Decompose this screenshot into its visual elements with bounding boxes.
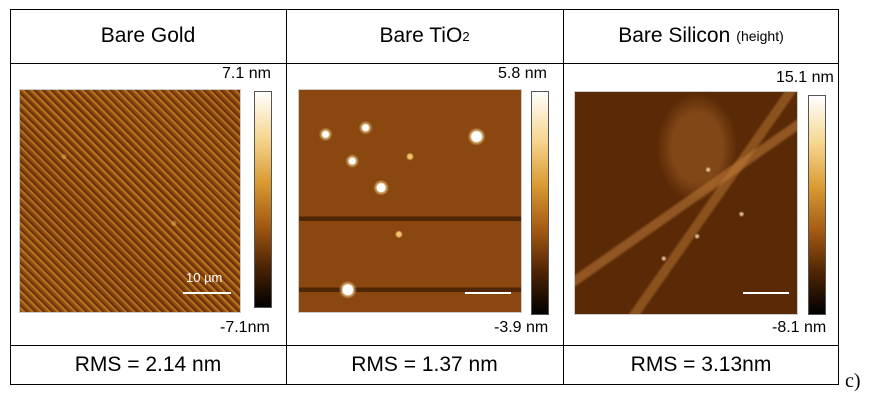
scale-bar-label: 10 µm (186, 270, 223, 285)
rms-silicon: RMS = 3.13nm (630, 353, 772, 376)
rms-tio2: RMS = 1.37 nm (351, 353, 498, 376)
header-silicon: Bare Silicon (height) (563, 9, 839, 63)
tio2-afm-image (298, 89, 522, 313)
header-tio2-subscript: 2 (462, 28, 470, 44)
gold-min-label: -7.1nm (220, 319, 270, 336)
rms-gold: RMS = 2.14 nm (74, 353, 222, 376)
tio2-max-label: 5.8 nm (498, 65, 547, 82)
gold-max-label: 7.1 nm (222, 65, 271, 82)
scale-bar (465, 292, 511, 294)
tio2-colorbar (531, 91, 549, 315)
header-divider (10, 63, 839, 64)
gold-afm-image: 10 µm (19, 89, 241, 313)
scale-bar (743, 292, 789, 294)
figure-table: Bare Gold Bare TiO 2 Bare Silicon (height)… (10, 9, 839, 385)
header-silicon-note: (height) (736, 28, 784, 44)
gold-colorbar (254, 91, 272, 308)
header-tio2: Bare TiO 2 (286, 9, 563, 63)
header-tio2-title: Bare TiO (379, 24, 463, 47)
silicon-min-label: -8.1 nm (772, 319, 827, 336)
header-gold-title: Bare Gold (100, 24, 196, 47)
header-gold: Bare Gold (10, 9, 286, 63)
column-divider (563, 9, 564, 385)
panel-label: c) (845, 370, 861, 392)
silicon-colorbar (808, 95, 826, 315)
header-silicon-title: Bare Silicon (618, 24, 731, 47)
silicon-max-label: 15.1 nm (776, 69, 834, 86)
silicon-afm-image (574, 91, 798, 315)
column-divider (286, 9, 287, 385)
tio2-min-label: -3.9 nm (494, 319, 549, 336)
footer-divider (10, 345, 839, 346)
table-border (10, 9, 839, 385)
scale-bar (183, 292, 231, 294)
